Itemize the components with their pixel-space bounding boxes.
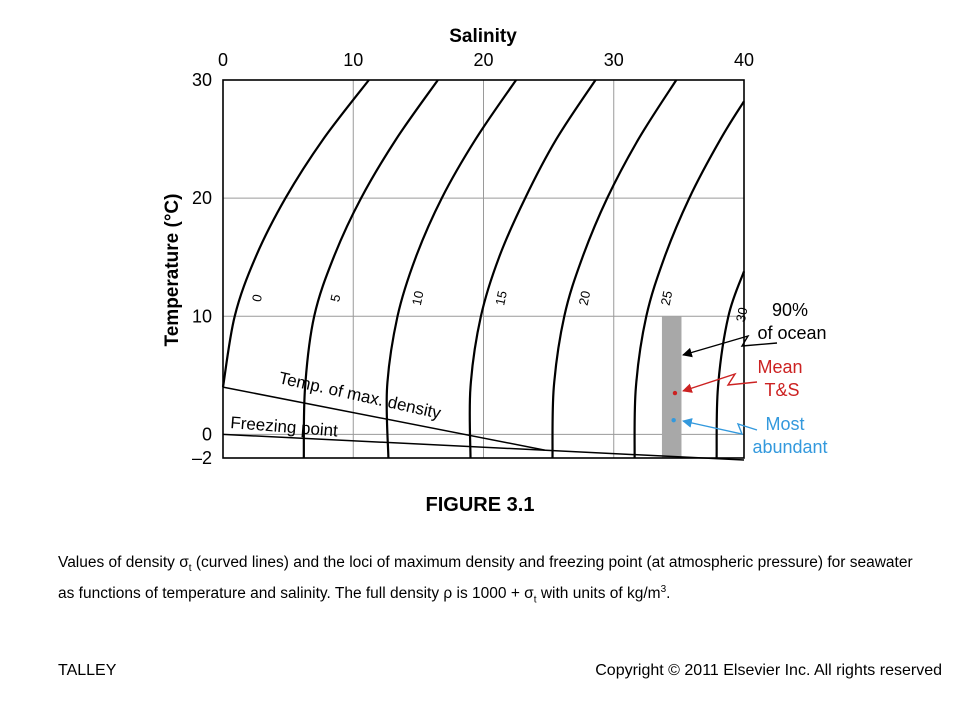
- ocean-band: [661, 316, 682, 458]
- ocean-annotation-line2: of ocean: [757, 323, 826, 343]
- isopycnal-label: 0: [249, 293, 265, 303]
- figure-caption: Values of density σt (curved lines) and …: [58, 552, 918, 610]
- mean-annotation-line2: T&S: [764, 380, 799, 400]
- caption-text-2: (curved lines) and the loci of maximum d…: [58, 554, 913, 603]
- y-tick-label: –2: [192, 448, 212, 468]
- isopycnal-label: 15: [492, 289, 510, 306]
- isopycnal-20: [551, 79, 678, 459]
- x-tick-label: 40: [734, 50, 754, 70]
- x-tick-label: 20: [473, 50, 493, 70]
- isopycnal-curves: 0 5 10 15 20 25 30: [221, 79, 751, 459]
- isopycnal-15: [468, 79, 597, 459]
- caption-text-4: .: [666, 585, 671, 603]
- figure-label: FIGURE 3.1: [425, 494, 535, 516]
- isopycnal-label: 5: [327, 293, 343, 303]
- isopycnal-10: [385, 79, 518, 459]
- freezing-point-label: Freezing point: [230, 413, 339, 440]
- freezing-point-line: [222, 433, 745, 461]
- caption-sub-1: t: [188, 563, 192, 575]
- isopycnal-label: 30: [733, 306, 751, 323]
- footer-author: TALLEY: [58, 662, 117, 679]
- footer-copyright: Copyright © 2011 Elsevier Inc. All right…: [595, 662, 942, 679]
- most-abundant-point: [671, 418, 676, 423]
- mean-annotation-line1: Mean: [757, 357, 802, 377]
- plot-border: [222, 79, 745, 459]
- x-tick-label: 0: [218, 50, 228, 70]
- grid-lines: [223, 80, 744, 458]
- mean-ts-point: [672, 390, 678, 396]
- y-tick-label: 0: [202, 424, 212, 444]
- isopycnal-label: 10: [409, 289, 427, 306]
- abundant-arrow: [682, 418, 758, 435]
- y-axis-label: Temperature (°C): [162, 194, 183, 347]
- caption-sup: 3: [660, 584, 667, 596]
- abundant-annotation-line1: Most: [765, 414, 804, 434]
- isopycnal-5: [302, 79, 439, 459]
- x-tick-label: 30: [604, 50, 624, 70]
- mean-arrow: [682, 372, 758, 393]
- tick-labels: 0 10 20 30 40 30 20 10 0 –2: [192, 50, 754, 468]
- y-tick-label: 20: [192, 188, 212, 208]
- annotations: 90% of ocean Mean T&S Most abundant: [671, 300, 828, 457]
- isopycnal-0: [221, 79, 370, 388]
- x-axis-label: Salinity: [449, 26, 517, 47]
- abundant-annotation-line2: abundant: [752, 437, 827, 457]
- isopycnal-25: [633, 100, 745, 459]
- plot-frame: [222, 79, 745, 459]
- ocean-band-layer: [661, 316, 682, 458]
- y-tick-label: 10: [192, 306, 212, 326]
- x-tick-label: 10: [343, 50, 363, 70]
- isopycnal-label: 25: [658, 289, 676, 306]
- y-tick-label: 30: [192, 70, 212, 90]
- temp-max-density-line: [222, 386, 545, 451]
- caption-text-1: Values of density σ: [58, 554, 189, 571]
- caption-sub-2: t: [533, 594, 537, 606]
- caption-text-3: with units of kg/m: [536, 585, 661, 603]
- isopycnal-label: 20: [576, 289, 594, 306]
- ocean-annotation-line1: 90%: [772, 300, 808, 320]
- ocean-arrow: [682, 334, 778, 358]
